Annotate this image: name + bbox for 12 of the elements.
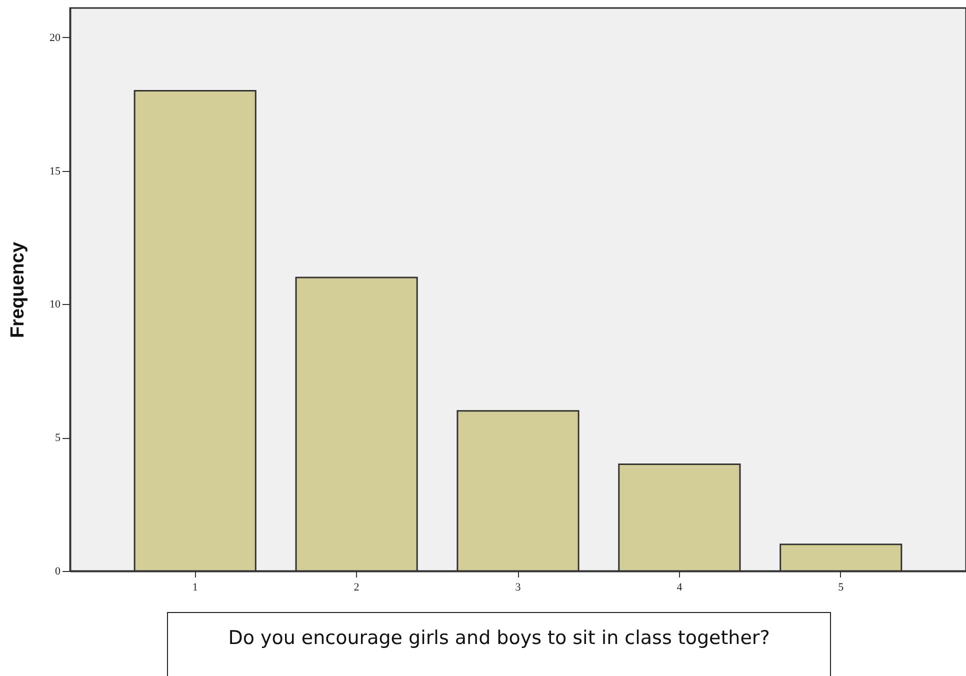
- y-tick-label: 10: [50, 298, 61, 311]
- y-axis-title: Frequency: [8, 242, 28, 338]
- x-tick-label: 2: [354, 582, 360, 594]
- x-tick-label: 3: [515, 582, 522, 594]
- x-tick-label: 4: [676, 582, 683, 594]
- y-tick-label: 0: [55, 566, 61, 578]
- y-tick-label: 15: [50, 165, 61, 178]
- x-tick-label: 1: [192, 582, 198, 594]
- y-tick-label: 20: [50, 32, 61, 44]
- x-tick-label: 5: [838, 582, 844, 594]
- x-axis-title: Do you encourage girls and boys to sit in class together?: [167, 612, 831, 676]
- y-tick-label: 5: [55, 432, 61, 444]
